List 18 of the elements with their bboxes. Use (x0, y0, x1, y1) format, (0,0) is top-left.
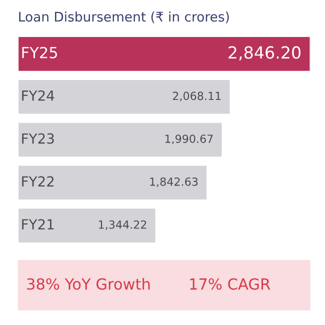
bar (18, 36, 310, 72)
text: 17% CAGR (190, 278, 270, 290)
data-label: 2,068.11 (172, 92, 221, 102)
data-label: 1,344.22 (98, 220, 146, 230)
bar (18, 78, 232, 116)
y-tick-label: FY25 (22, 46, 58, 58)
bar (18, 207, 157, 244)
y-tick-label: FY24 (22, 90, 54, 101)
chart-title: Loan Disbursement (₹ in crores) (19, 11, 229, 24)
bar (18, 164, 208, 201)
y-tick-label: FY21 (22, 219, 54, 230)
bar (18, 121, 224, 158)
text: 38% YoY Growth (27, 278, 150, 290)
data-label: 1,990.67 (165, 134, 213, 144)
y-tick-label: FY22 (22, 176, 54, 186)
y-tick-label: FY23 (22, 133, 54, 144)
data-label: 1,842.63 (150, 177, 198, 188)
data-label: 2,846.20 (228, 46, 300, 60)
